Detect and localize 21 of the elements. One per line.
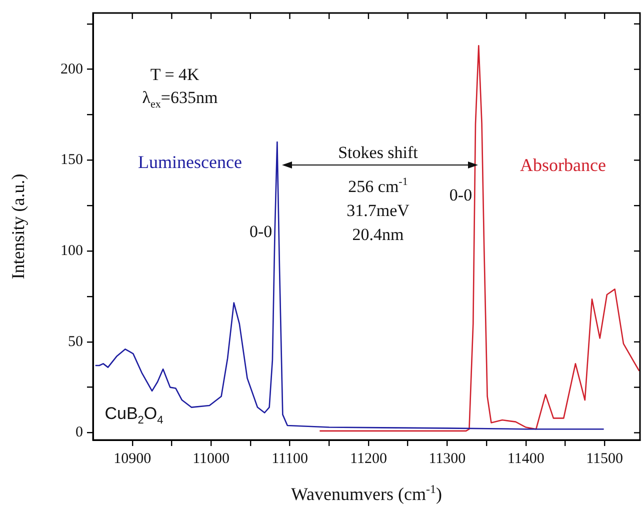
y-tick-label: 200 [60,61,83,78]
x-tick-label: 11500 [586,450,624,467]
x-tick-label: 10900 [114,450,152,467]
y-axis-title: Intensity (a.u.) [8,174,28,280]
x-tick-label: 11100 [272,450,308,467]
series-label: Luminescence [138,152,242,172]
y-tick-label: 100 [60,242,83,259]
annotation: 31.7meV [346,201,410,220]
y-tick-label: 50 [68,334,83,350]
annotation: 20.4nm [352,225,404,244]
annotation: Stokes shift [338,143,418,162]
x-tick-label: 11300 [428,450,466,467]
x-tick-label: 11400 [507,450,544,467]
x-tick-label: 11000 [192,450,230,467]
y-tick-label: 0 [76,424,83,441]
annotation: T = 4K [150,65,200,84]
annotation: 0-0 [250,222,272,242]
annotation: 0-0 [449,186,472,205]
y-tick-label: 150 [60,152,83,168]
text: Absorbance [520,155,606,175]
x-tick-label: 11200 [350,450,387,467]
